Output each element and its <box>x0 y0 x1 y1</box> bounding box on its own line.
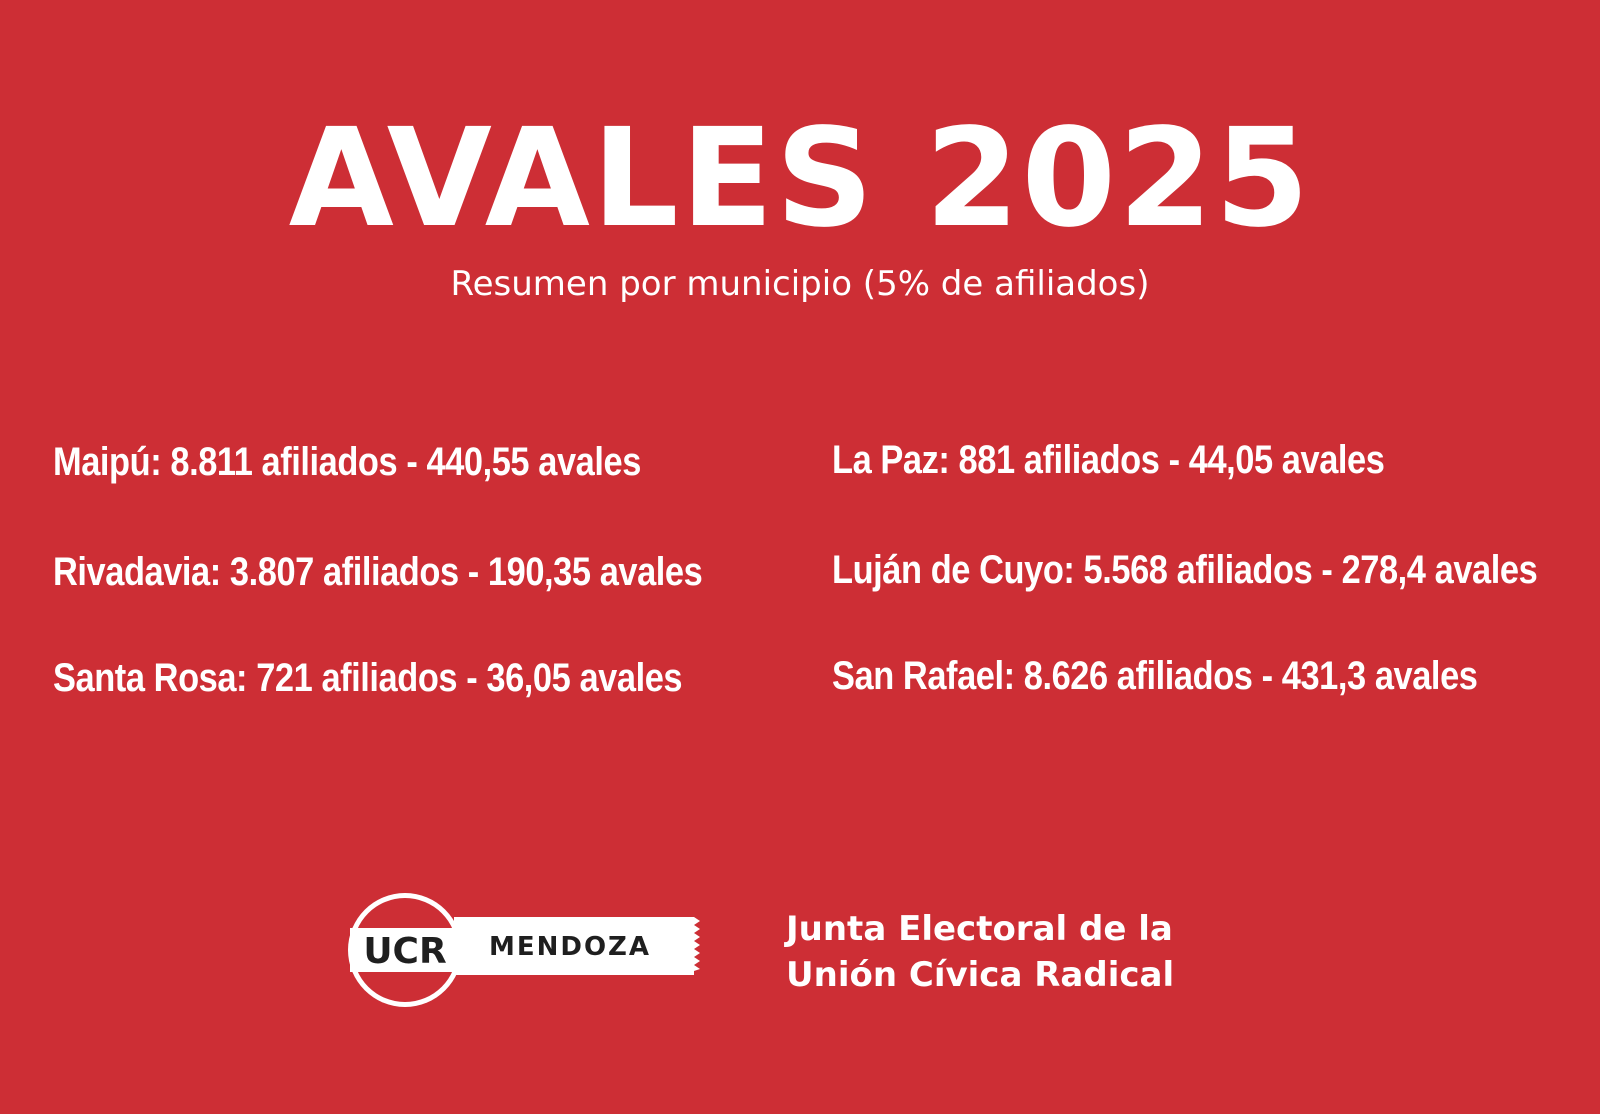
logo-tag-text: MENDOZA <box>489 932 651 962</box>
municipio-item-santa-rosa: Santa Rosa: 721 afiliados - 36,05 avales <box>53 656 683 700</box>
logo-tag-banner <box>454 917 694 975</box>
logo-ucr-text: UCR <box>363 931 446 972</box>
organization-line-2: Unión Cívica Radical <box>786 955 1175 995</box>
organization-name: Junta Electoral de la Unión Cívica Radic… <box>786 906 1174 998</box>
municipio-item-maipu: Maipú: 8.811 afiliados - 440,55 avales <box>53 440 641 484</box>
page-subtitle: Resumen por municipio (5% de afiliados) <box>450 264 1150 304</box>
municipio-item-lujan-de-cuyo: Luján de Cuyo: 5.568 afiliados - 278,4 a… <box>832 548 1538 592</box>
page-title: AVALES 2025 <box>288 100 1312 258</box>
ucr-mendoza-logo: MENDOZA UCR <box>348 893 700 1007</box>
municipio-item-rivadavia: Rivadavia: 3.807 afiliados - 190,35 aval… <box>53 550 703 594</box>
municipio-item-la-paz: La Paz: 881 afiliados - 44,05 avales <box>832 438 1385 482</box>
municipio-item-san-rafael: San Rafael: 8.626 afiliados - 431,3 aval… <box>832 654 1478 698</box>
organization-line-1: Junta Electoral de la <box>786 909 1173 949</box>
